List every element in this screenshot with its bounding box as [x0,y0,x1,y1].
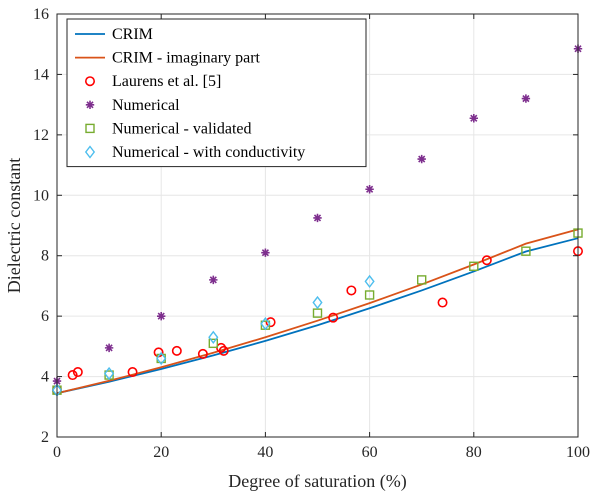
data-point [261,248,270,257]
series-1 [56,228,579,395]
data-point [208,330,219,344]
legend-swatch [85,76,96,87]
y-tick-label: 4 [41,369,49,386]
legend-item: CRIM - imaginary part [75,50,261,67]
data-point [265,317,276,328]
data-point [437,297,448,308]
y-tick-label: 16 [33,6,49,23]
data-point [481,255,492,266]
series-0 [56,237,579,395]
data-point [417,154,426,164]
legend-label: Numerical [112,97,180,114]
axis-ticks: 0 20 40 60 80 100 2 4 6 8 10 12 14 16 [33,6,590,461]
y-tick-label: 2 [41,429,49,446]
legend-item: Numerical [85,97,180,114]
legend-label: CRIM - imaginary part [112,50,261,67]
legend-label: Numerical - with conductivity [112,144,305,161]
data-point [365,185,374,194]
x-tick-label: 20 [153,444,169,461]
data-point [209,275,218,285]
x-tick-label: 100 [566,444,590,461]
y-tick-label: 10 [33,187,49,204]
data-point [328,312,339,323]
data-point [260,317,271,331]
y-axis-title: Dielectric constant [4,158,24,293]
legend-item: CRIM [75,26,153,43]
data-point [364,274,375,289]
data-point [521,246,531,256]
data-point [417,275,427,285]
series-line [56,228,579,395]
legend-swatch [85,100,95,109]
legend-box [66,18,367,168]
legend-label: CRIM [112,26,153,43]
y-tick-label: 12 [33,127,49,144]
data-point [104,366,115,381]
data-point [72,367,83,378]
data-point [469,114,478,123]
data-point [218,345,229,356]
legend-swatch [84,145,96,159]
data-point [346,285,357,296]
x-tick-label: 40 [257,444,273,461]
series-5 [51,274,375,397]
data-point [312,295,323,310]
data-point [313,213,322,223]
y-tick-label: 8 [41,248,49,265]
data-point [67,370,78,381]
data-point [521,94,531,103]
legend-item: Laurens et al. [5] [85,73,221,90]
y-tick-label: 6 [41,308,49,325]
data-point [157,311,166,321]
plot-frame [56,13,579,438]
legend: CRIM CRIM - imaginary part Laurens et al. … [66,18,367,168]
data-point [156,351,167,366]
legend-label: Laurens et al. [5] [112,73,221,90]
data-point [127,367,138,378]
data-point [171,345,182,356]
data-point [104,343,114,353]
legend-item: Numerical - with conductivity [84,144,305,161]
x-tick-label: 80 [466,444,482,461]
legend-label: Numerical - validated [112,120,252,137]
legend-item: Numerical - validated [85,120,252,137]
data-point [469,261,479,271]
data-point [364,290,375,300]
series-line [56,237,579,395]
data-point [208,338,219,349]
x-axis-title: Degree of saturation (%) [228,471,406,492]
x-tick-label: 60 [362,444,378,461]
legend-swatch [85,123,95,134]
data-point [197,348,208,359]
y-tick-label: 14 [33,66,49,83]
x-tick-label: 0 [53,444,61,461]
